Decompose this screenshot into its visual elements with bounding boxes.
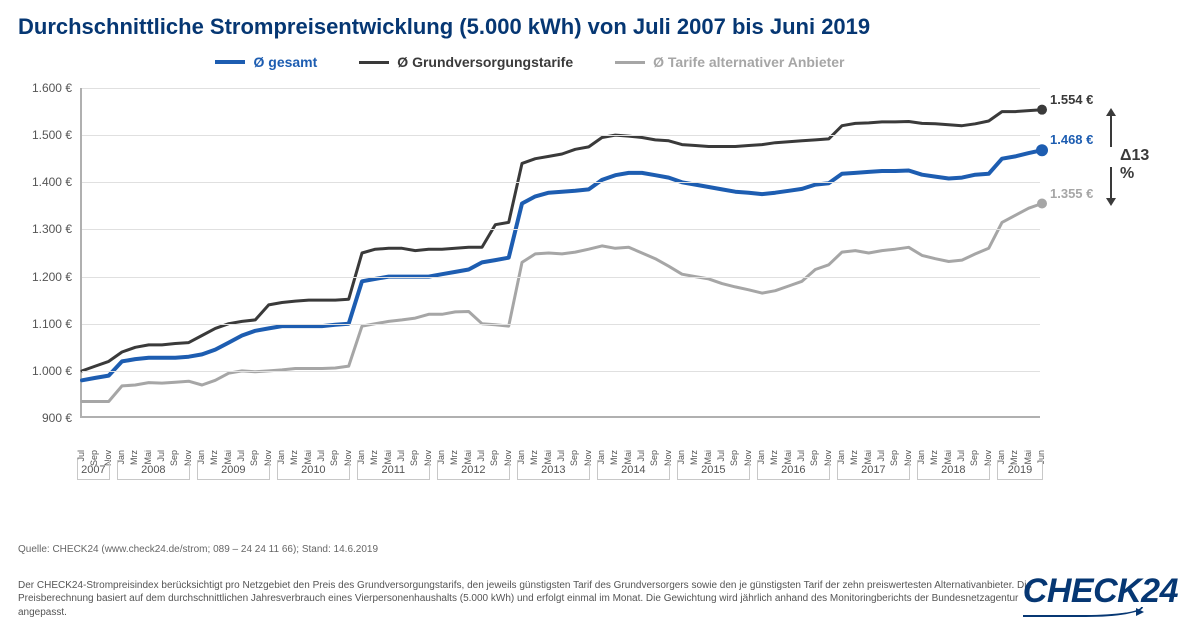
legend-swatch xyxy=(215,60,245,64)
legend-item-grundversorgung: Ø Grundversorgungstarife xyxy=(359,54,573,70)
footnote-text: Der CHECK24-Strompreisindex berücksichti… xyxy=(18,579,1040,620)
legend-label: Ø Tarife alternativer Anbieter xyxy=(653,54,844,70)
series-end-marker xyxy=(1036,144,1048,156)
line-chart: JulSepNovJanMrzMaiJulSepNovJanMrzMaiJulS… xyxy=(18,80,1078,480)
legend-label: Ø gesamt xyxy=(253,54,317,70)
x-year-label: 2015 xyxy=(677,460,750,480)
x-axis-years: 2007 2008 2009 2010 2011 2012 2013 2014 2015 2016… xyxy=(80,456,1040,480)
x-year-label: 2008 xyxy=(117,460,190,480)
y-axis-label: 1.400 € xyxy=(18,175,72,189)
gridline xyxy=(82,229,1040,230)
x-year-label: 2018 xyxy=(917,460,990,480)
series-end-label: 1.355 € xyxy=(1050,186,1093,201)
x-year-label: 2014 xyxy=(597,460,670,480)
plot-area xyxy=(80,88,1040,418)
legend-item-gesamt: Ø gesamt xyxy=(215,54,317,70)
logo-text: CHECK24 xyxy=(1023,572,1178,610)
series-end-label: 1.468 € xyxy=(1050,132,1093,147)
gridline xyxy=(82,371,1040,372)
x-axis-months: JulSepNovJanMrzMaiJulSepNovJanMrzMaiJulS… xyxy=(80,422,1040,456)
delta-bracket xyxy=(1106,198,1116,206)
legend-swatch xyxy=(615,61,645,64)
y-axis-label: 1.200 € xyxy=(18,270,72,284)
gridline xyxy=(82,88,1040,89)
legend-label: Ø Grundversorgungstarife xyxy=(397,54,573,70)
chart-title: Durchschnittliche Strompreisentwicklung … xyxy=(18,14,870,40)
gridline xyxy=(82,182,1040,183)
logo-swoosh-icon xyxy=(1023,607,1143,617)
y-axis-label: 1.100 € xyxy=(18,317,72,331)
legend-swatch xyxy=(359,61,389,64)
chart-svg xyxy=(82,88,1042,418)
x-year-label: 2019 xyxy=(997,460,1043,480)
x-year-label: 2010 xyxy=(277,460,350,480)
delta-label: Δ13 % xyxy=(1120,147,1149,183)
gridline xyxy=(82,277,1040,278)
x-year-label: 2013 xyxy=(517,460,590,480)
series-line xyxy=(82,110,1042,371)
chart-legend: Ø gesamt Ø Grundversorgungstarife Ø Tari… xyxy=(0,54,1060,70)
y-axis-label: 1.600 € xyxy=(18,81,72,95)
check24-logo: CHECK24 xyxy=(1023,572,1178,617)
x-year-label: 2017 xyxy=(837,460,910,480)
x-year-label: 2011 xyxy=(357,460,430,480)
source-line: Quelle: CHECK24 (www.check24.de/strom; 0… xyxy=(18,544,378,555)
gridline xyxy=(82,324,1040,325)
y-axis-label: 900 € xyxy=(18,411,72,425)
x-year-label: 2016 xyxy=(757,460,830,480)
y-axis-label: 1.500 € xyxy=(18,128,72,142)
gridline xyxy=(82,135,1040,136)
series-end-marker xyxy=(1037,105,1047,115)
delta-bracket xyxy=(1106,108,1116,116)
y-axis-label: 1.000 € xyxy=(18,364,72,378)
series-end-label: 1.554 € xyxy=(1050,92,1093,107)
y-axis-label: 1.300 € xyxy=(18,222,72,236)
series-line xyxy=(82,150,1042,380)
x-year-label: 2009 xyxy=(197,460,270,480)
x-year-label: 2007 xyxy=(77,460,110,480)
series-end-marker xyxy=(1037,199,1047,209)
legend-item-alternativ: Ø Tarife alternativer Anbieter xyxy=(615,54,844,70)
x-year-label: 2012 xyxy=(437,460,510,480)
